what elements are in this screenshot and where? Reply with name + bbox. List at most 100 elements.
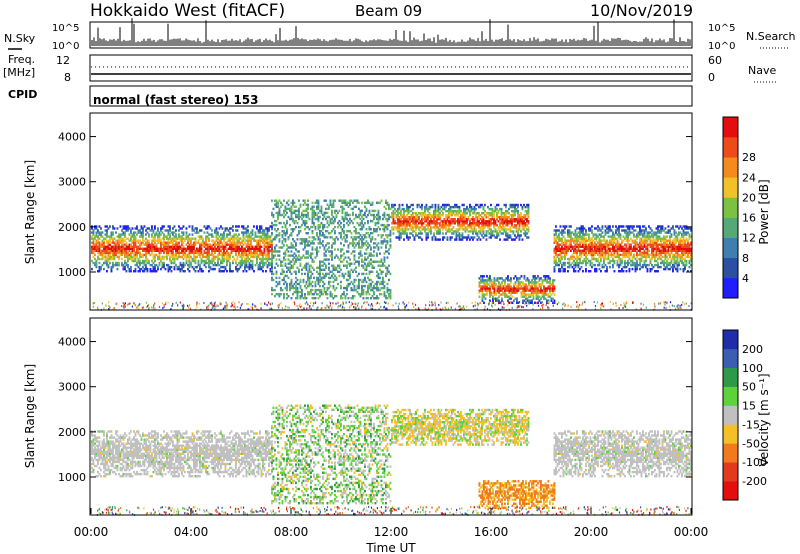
echo-cell	[475, 232, 477, 235]
echo-cell	[434, 216, 437, 219]
echo-cell	[385, 246, 387, 249]
echo-cell	[154, 241, 156, 244]
echo-cell	[301, 240, 303, 243]
echo-cell	[484, 203, 486, 207]
echo-cell	[271, 213, 273, 217]
echo-cell	[531, 287, 533, 290]
echo-cell	[475, 203, 477, 207]
echo-cell	[200, 267, 203, 271]
echo-cell	[368, 228, 371, 231]
echo-cell	[239, 265, 242, 269]
echo-cell	[516, 285, 518, 288]
echo-cell	[487, 205, 489, 209]
echo-cell	[361, 284, 363, 288]
echo-cell	[317, 199, 320, 202]
echo-cell	[543, 289, 545, 292]
echo-cell	[239, 259, 242, 263]
echo-cell	[482, 216, 485, 219]
echo-cell	[538, 277, 541, 280]
echo-cell	[508, 212, 510, 215]
echo-cell	[289, 266, 291, 269]
echo-cell	[218, 247, 221, 250]
echo-cell	[161, 255, 164, 259]
echo-cell	[526, 218, 528, 221]
echo-cell	[299, 256, 302, 259]
echo-cell	[140, 255, 143, 259]
echo-cell	[568, 265, 571, 269]
echo-cell	[512, 238, 515, 241]
echo-cell	[245, 255, 248, 259]
echo-cell	[97, 241, 99, 244]
echo-cell	[157, 265, 159, 269]
echo-cell	[491, 232, 494, 235]
echo-cell	[564, 243, 566, 246]
echo-cell	[425, 236, 428, 239]
echo-cell	[269, 235, 272, 238]
echo-cell	[247, 247, 249, 250]
echo-cell	[106, 257, 108, 261]
echo-cell	[97, 237, 99, 240]
echo-cell	[176, 245, 179, 248]
echo-cell	[341, 228, 344, 231]
echo-cell	[514, 212, 516, 215]
echo-cell	[514, 205, 516, 209]
echo-cell	[523, 283, 526, 286]
echo-cell	[437, 218, 440, 221]
echo-cell	[391, 214, 393, 217]
echo-cell	[302, 238, 305, 241]
echo-cell	[239, 243, 242, 246]
echo-cell	[185, 235, 188, 238]
echo-cell	[304, 199, 306, 202]
echo-cell	[361, 219, 363, 223]
echo-cell	[116, 255, 119, 259]
echo-cell	[458, 232, 461, 235]
echo-cell	[346, 230, 348, 233]
echo-cell	[305, 282, 308, 286]
echo-cell	[130, 231, 132, 234]
echo-cell	[403, 216, 405, 219]
echo-cell	[427, 228, 429, 231]
beam-title: Beam 09	[355, 2, 422, 20]
echo-cell	[373, 230, 375, 233]
echo-cell	[509, 214, 512, 217]
echo-cell	[281, 236, 284, 239]
echo-cell	[382, 280, 384, 284]
echo-cell	[247, 229, 249, 232]
echo-cell	[275, 250, 278, 253]
echo-cell	[367, 199, 369, 202]
echo-cell	[521, 228, 524, 231]
echo-cell	[403, 212, 405, 215]
echo-cell	[568, 235, 571, 238]
echo-cell	[200, 241, 203, 244]
echo-cell	[244, 265, 246, 269]
echo-cell	[505, 203, 507, 207]
echo-cell	[481, 293, 484, 296]
echo-cell	[109, 247, 111, 250]
echo-cell	[271, 259, 273, 263]
echo-cell	[200, 243, 203, 246]
echo-cell	[403, 207, 405, 211]
echo-cell	[128, 245, 131, 248]
echo-cell	[516, 287, 518, 290]
echo-cell	[564, 245, 566, 248]
echo-cell	[473, 236, 476, 239]
echo-cell	[151, 239, 153, 242]
echo-cell	[350, 242, 353, 245]
echo-cell	[251, 265, 254, 269]
echo-cell	[143, 267, 146, 271]
echo-cell	[445, 228, 447, 231]
echo-cell	[98, 225, 101, 228]
echo-cell	[136, 253, 138, 257]
echo-cell	[170, 255, 173, 259]
echo-cell	[131, 257, 134, 261]
echo-cell	[215, 247, 218, 250]
echo-cell	[413, 212, 416, 215]
echo-cell	[505, 214, 507, 217]
echo-cell	[341, 211, 344, 215]
echo-cell	[223, 245, 225, 248]
echo-cell	[409, 226, 411, 229]
echo-cell	[295, 286, 297, 290]
echo-cell	[487, 230, 489, 233]
echo-cell	[553, 261, 556, 265]
echo-cell	[553, 255, 556, 259]
